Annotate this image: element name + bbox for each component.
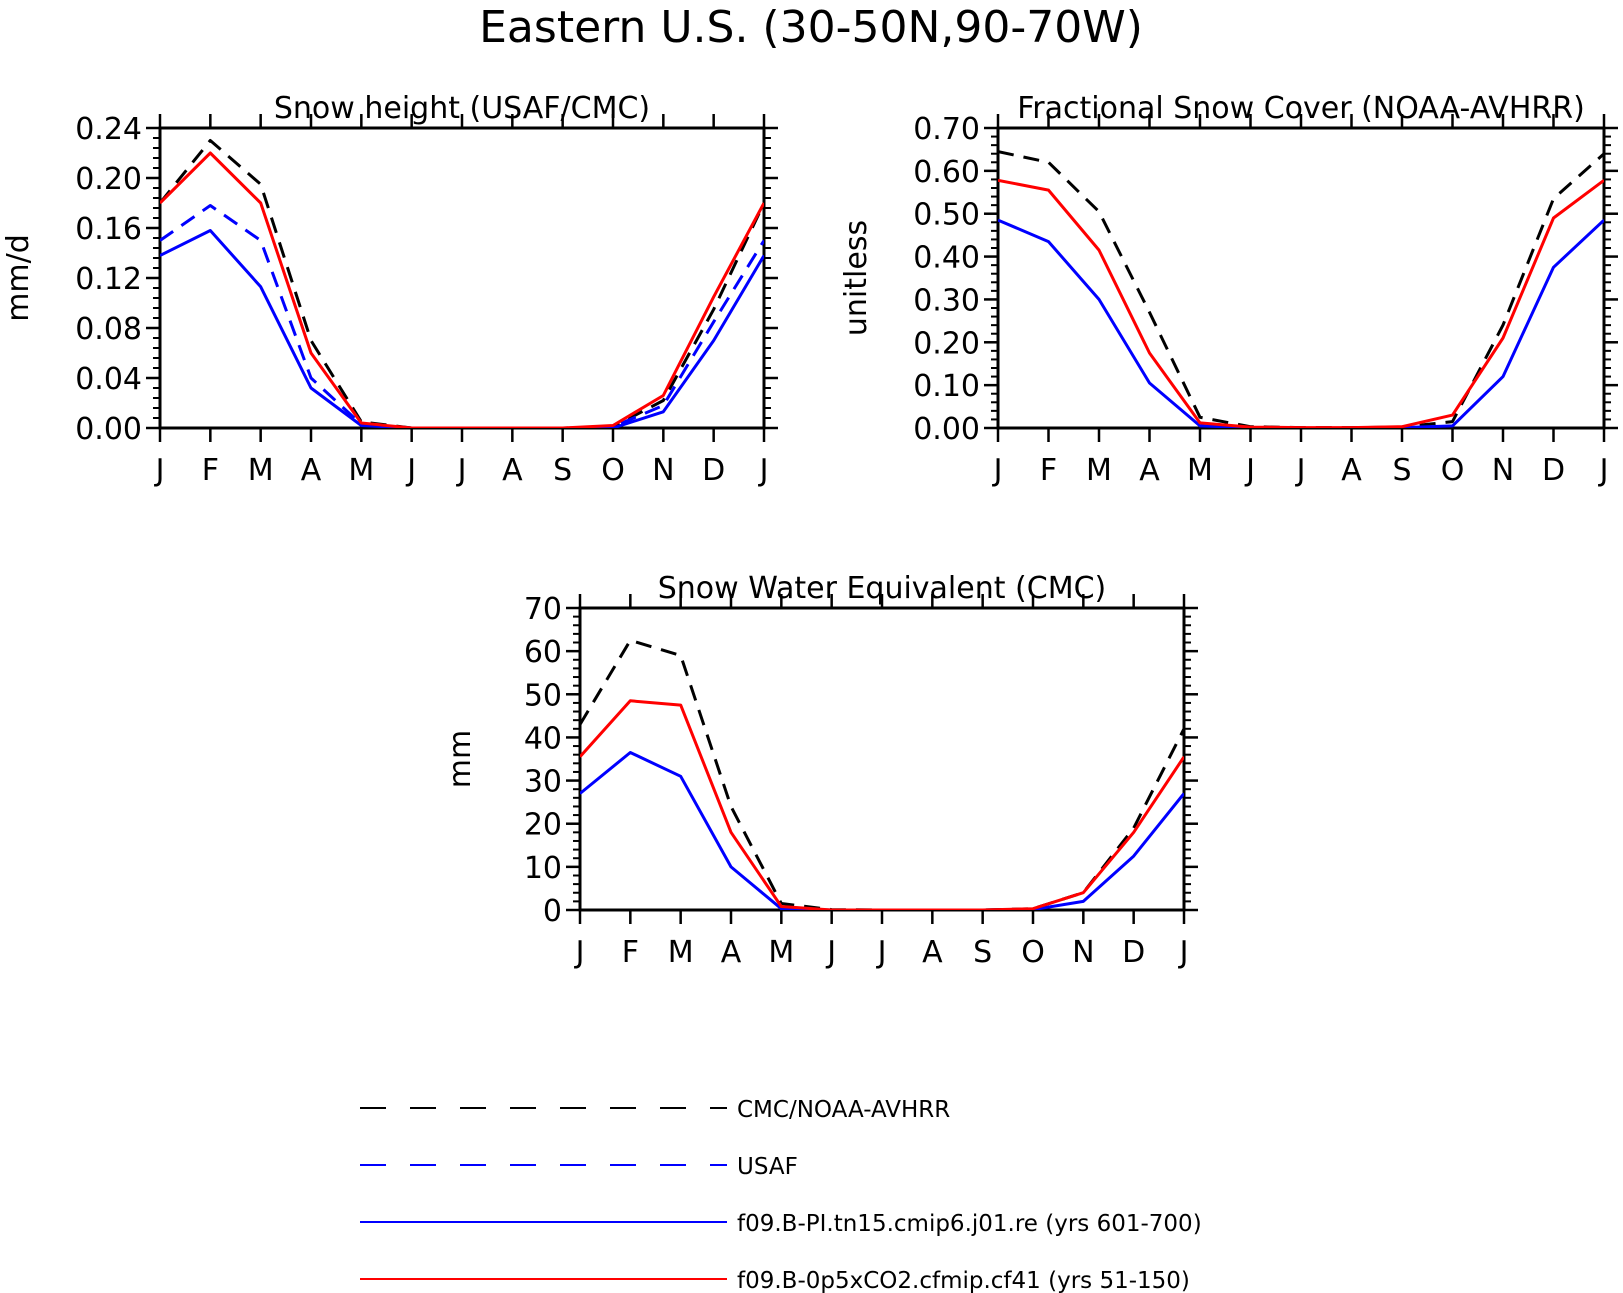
x-tick-label: S bbox=[973, 935, 992, 970]
y-tick-label: 70 bbox=[524, 592, 562, 627]
x-tick-label: M bbox=[1086, 453, 1112, 488]
x-tick-label: D bbox=[1542, 453, 1565, 488]
series-line bbox=[580, 699, 1184, 910]
figure-title: Eastern U.S. (30-50N,90-70W) bbox=[479, 2, 1143, 53]
x-tick-label: J bbox=[1244, 453, 1255, 488]
y-tick-label: 0.40 bbox=[913, 241, 980, 276]
y-tick-label: 0.12 bbox=[75, 262, 142, 297]
y-tick-label: 0.00 bbox=[913, 412, 980, 447]
x-tick-label: J bbox=[456, 453, 467, 488]
legend-label: f09.B-0p5xCO2.cfmip.cf41 (yrs 51-150) bbox=[737, 1268, 1190, 1293]
x-tick-label: O bbox=[1021, 935, 1045, 970]
x-tick-label: J bbox=[758, 453, 769, 488]
x-tick-label: A bbox=[721, 935, 742, 970]
y-tick-label: 0.60 bbox=[913, 155, 980, 190]
y-tick-label: 0.08 bbox=[75, 312, 142, 347]
x-tick-label: N bbox=[1492, 453, 1514, 488]
x-tick-label: S bbox=[553, 453, 572, 488]
y-tick-label: 0.50 bbox=[913, 198, 980, 233]
x-tick-label: M bbox=[668, 935, 694, 970]
x-tick-label: O bbox=[601, 453, 625, 488]
y-tick-label: 40 bbox=[524, 721, 562, 756]
y-tick-label: 0.04 bbox=[75, 362, 142, 397]
series-line bbox=[160, 139, 764, 428]
series-group bbox=[998, 150, 1604, 428]
y-tick-label: 0.30 bbox=[913, 283, 980, 318]
series-line bbox=[160, 151, 764, 428]
x-tick-label: J bbox=[1295, 453, 1306, 488]
y-tick-label: 0.20 bbox=[75, 162, 142, 197]
chart-panels: Snow height (USAF/CMC)mm/d0.000.040.080.… bbox=[1, 91, 1618, 970]
y-tick-label: 20 bbox=[524, 808, 562, 843]
series-group bbox=[580, 638, 1184, 910]
y-tick-label: 30 bbox=[524, 765, 562, 800]
x-tick-label: M bbox=[1187, 453, 1213, 488]
x-tick-label: J bbox=[1178, 935, 1189, 970]
x-tick-label: A bbox=[1139, 453, 1160, 488]
x-tick-label: J bbox=[992, 453, 1003, 488]
y-axis-label: unitless bbox=[839, 220, 874, 336]
x-tick-label: M bbox=[348, 453, 374, 488]
x-tick-label: A bbox=[301, 453, 322, 488]
x-tick-label: A bbox=[502, 453, 523, 488]
series-line bbox=[160, 204, 764, 428]
y-tick-label: 0.70 bbox=[913, 112, 980, 147]
x-tick-label: N bbox=[652, 453, 674, 488]
series-line bbox=[160, 229, 764, 428]
x-tick-label: J bbox=[825, 935, 836, 970]
y-axis-label: mm/d bbox=[1, 234, 36, 322]
x-tick-label: M bbox=[768, 935, 794, 970]
y-tick-label: 0.10 bbox=[913, 369, 980, 404]
legend-label: USAF bbox=[737, 1154, 798, 1180]
y-axis-label: mm bbox=[443, 730, 478, 788]
x-tick-label: J bbox=[1598, 453, 1609, 488]
y-tick-label: 0.24 bbox=[75, 112, 142, 147]
y-tick-label: 0 bbox=[543, 894, 562, 929]
x-tick-label: F bbox=[622, 935, 639, 970]
chart-panel-3: Snow Water Equivalent (CMC)mm01020304050… bbox=[443, 571, 1198, 970]
chart-panel-1: Snow height (USAF/CMC)mm/d0.000.040.080.… bbox=[1, 91, 778, 488]
x-tick-label: M bbox=[248, 453, 274, 488]
x-tick-label: A bbox=[1341, 453, 1362, 488]
x-tick-label: N bbox=[1072, 935, 1094, 970]
series-line bbox=[998, 178, 1604, 428]
y-tick-label: 0.16 bbox=[75, 212, 142, 247]
legend-label: f09.B-PI.tn15.cmip6.j01.re (yrs 601-700) bbox=[737, 1211, 1202, 1237]
x-tick-label: J bbox=[574, 935, 585, 970]
series-line bbox=[580, 638, 1184, 910]
y-tick-label: 60 bbox=[524, 635, 562, 670]
x-tick-label: J bbox=[154, 453, 165, 488]
legend: CMC/NOAA-AVHRR USAF f09.B-PI.tn15.cmip6.j0… bbox=[360, 1097, 1202, 1293]
series-line bbox=[580, 751, 1184, 910]
y-tick-label: 10 bbox=[524, 851, 562, 886]
series-group bbox=[160, 139, 764, 428]
x-tick-label: J bbox=[876, 935, 887, 970]
x-tick-label: D bbox=[702, 453, 725, 488]
x-tick-label: F bbox=[1040, 453, 1057, 488]
x-tick-label: D bbox=[1122, 935, 1145, 970]
legend-label: CMC/NOAA-AVHRR bbox=[737, 1097, 950, 1123]
plot-frame bbox=[996, 126, 1606, 430]
y-tick-label: 0.20 bbox=[913, 326, 980, 361]
series-line bbox=[998, 218, 1604, 428]
x-tick-label: J bbox=[405, 453, 416, 488]
x-tick-label: S bbox=[1392, 453, 1411, 488]
y-tick-label: 0.00 bbox=[75, 412, 142, 447]
y-tick-label: 50 bbox=[524, 678, 562, 713]
x-tick-label: O bbox=[1441, 453, 1465, 488]
x-tick-label: F bbox=[202, 453, 219, 488]
x-tick-label: A bbox=[922, 935, 943, 970]
chart-panel-2: Fractional Snow Cover (NOAA-AVHRR)unitle… bbox=[839, 91, 1618, 488]
